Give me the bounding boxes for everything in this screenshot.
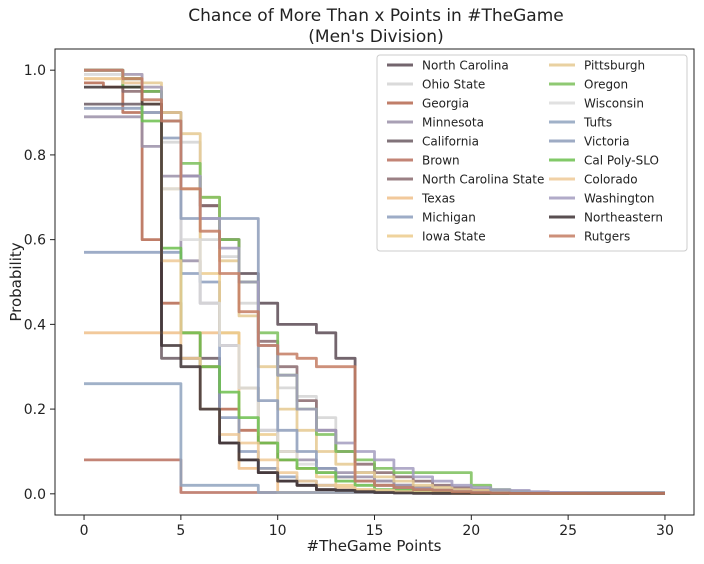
legend-label: Michigan (422, 211, 476, 225)
y-tick-label: 0.8 (24, 148, 46, 164)
x-tick-label: 10 (269, 523, 287, 539)
y-tick-label: 1.0 (24, 63, 46, 79)
legend-box (376, 54, 688, 252)
x-tick-label: 20 (462, 523, 480, 539)
legend-label: Iowa State (422, 230, 486, 244)
legend-label: Colorado (584, 173, 638, 187)
legend-label: California (422, 135, 479, 149)
y-tick-label: 0.2 (24, 402, 46, 418)
legend-label: Tufts (583, 116, 612, 130)
legend-label: Texas (421, 192, 455, 206)
legend-label: Minnesota (422, 116, 484, 130)
legend-label: North Carolina State (422, 173, 544, 187)
chart-subtitle: (Men's Division) (308, 27, 443, 47)
legend-label: Victoria (584, 135, 630, 149)
x-axis-label: #TheGame Points (307, 537, 442, 555)
legend-label: Pittsburgh (584, 59, 645, 73)
y-tick-label: 0.4 (24, 317, 46, 333)
x-tick-label: 15 (366, 523, 384, 539)
x-tick-label: 5 (176, 523, 185, 539)
series-group (84, 68, 665, 495)
legend-label: Georgia (422, 97, 469, 111)
y-axis-label: Probability (7, 242, 25, 321)
legend-label: Washington (584, 192, 655, 206)
x-tick-label: 30 (656, 523, 674, 539)
series-line-washington (84, 68, 665, 495)
x-tick-label: 0 (80, 523, 89, 539)
y-tick-label: 0.0 (24, 487, 46, 503)
legend-label: Northeastern (584, 211, 663, 225)
x-tick-label: 25 (559, 523, 577, 539)
legend-label: Oregon (584, 78, 628, 92)
y-tick-label: 0.6 (24, 233, 46, 249)
legend-label: Rutgers (584, 230, 630, 244)
legend-label: North Carolina (422, 59, 509, 73)
series-line-rutgers (84, 68, 665, 495)
legend-label: Wisconsin (584, 97, 644, 111)
legend-label: Cal Poly-SLO (584, 154, 659, 168)
legend-label: Brown (422, 154, 460, 168)
legend-label: Ohio State (422, 78, 485, 92)
chart-title: Chance of More Than x Points in #TheGame (188, 6, 563, 26)
